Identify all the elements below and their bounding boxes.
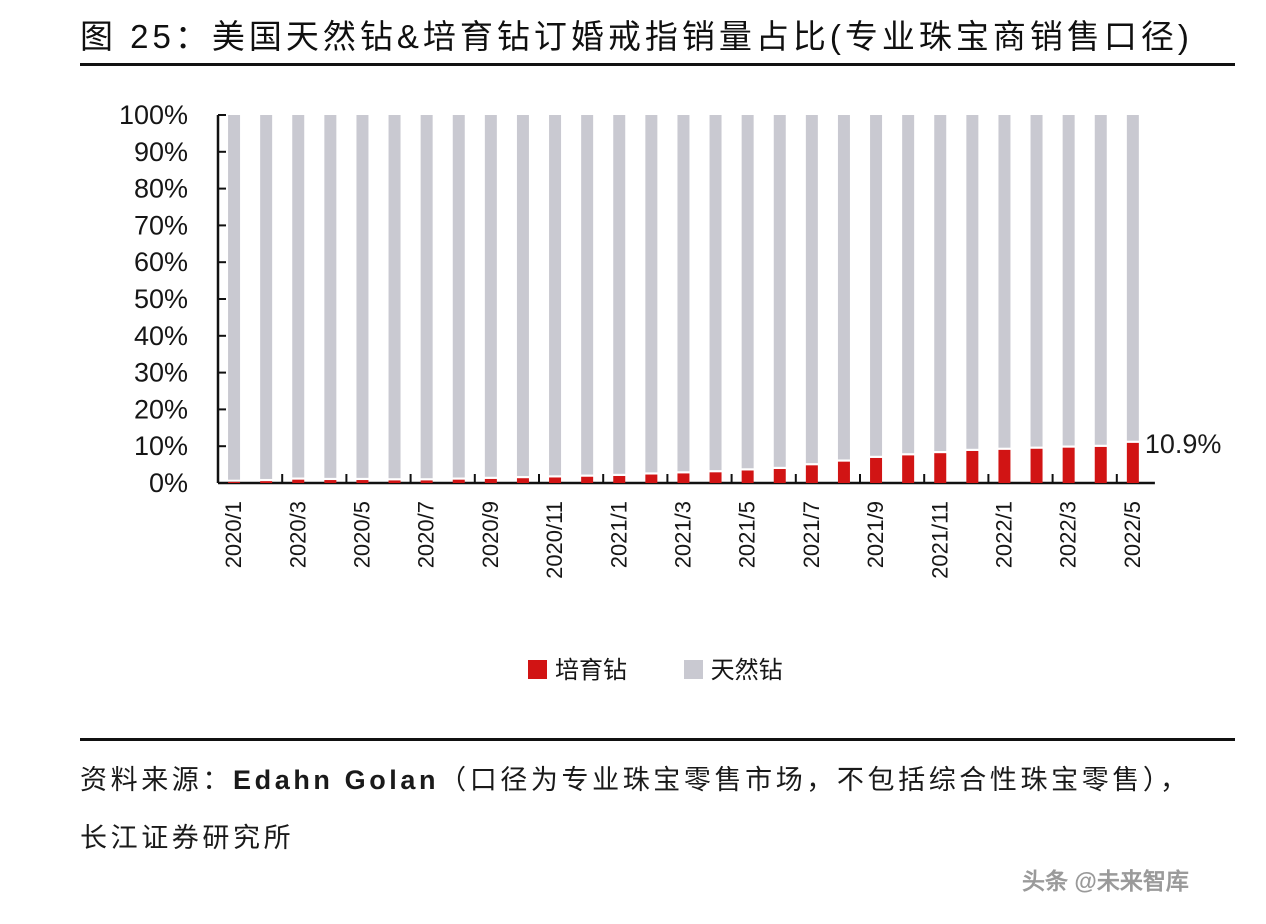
svg-text:2020/9: 2020/9	[478, 501, 503, 568]
svg-text:2021/7: 2021/7	[799, 501, 824, 568]
svg-text:2021/5: 2021/5	[735, 501, 760, 568]
svg-text:60%: 60%	[134, 247, 188, 277]
svg-text:30%: 30%	[134, 358, 188, 388]
svg-text:10.9%: 10.9%	[1145, 429, 1222, 459]
svg-text:2022/3: 2022/3	[1056, 501, 1081, 568]
svg-text:2021/1: 2021/1	[606, 501, 631, 568]
svg-text:100%: 100%	[119, 100, 188, 130]
svg-text:50%: 50%	[134, 284, 188, 314]
svg-text:10%: 10%	[134, 431, 188, 461]
svg-text:2020/3: 2020/3	[285, 501, 310, 568]
svg-text:2021/3: 2021/3	[670, 501, 695, 568]
svg-text:2020/5: 2020/5	[349, 501, 374, 568]
svg-text:80%: 80%	[134, 174, 188, 204]
svg-text:2020/1: 2020/1	[221, 501, 246, 568]
svg-text:70%: 70%	[134, 210, 188, 240]
svg-text:2020/7: 2020/7	[414, 501, 439, 568]
svg-text:2021/11: 2021/11	[927, 501, 952, 579]
svg-text:2022/5: 2022/5	[1120, 501, 1145, 568]
svg-text:2022/1: 2022/1	[991, 501, 1016, 568]
svg-text:20%: 20%	[134, 394, 188, 424]
svg-text:90%: 90%	[134, 137, 188, 167]
svg-text:2020/11: 2020/11	[542, 501, 567, 579]
svg-text:40%: 40%	[134, 321, 188, 351]
svg-text:0%: 0%	[149, 468, 188, 498]
svg-text:2021/9: 2021/9	[863, 501, 888, 568]
